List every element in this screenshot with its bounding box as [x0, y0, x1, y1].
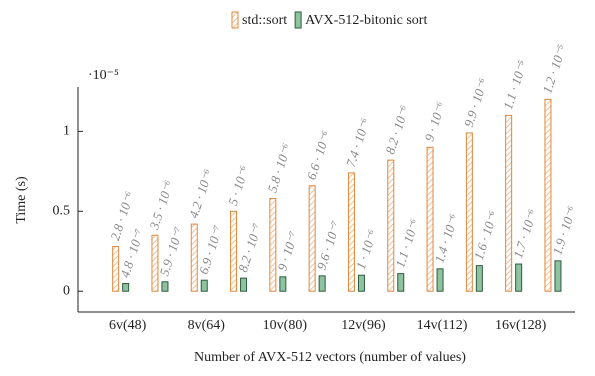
value-label: 8.2 · 10⁻⁷ — [235, 221, 265, 274]
x-tick-label: 6v(48) — [109, 318, 147, 333]
y-tick-label: 0.5 — [53, 204, 71, 219]
value-label: 5.9 · 10⁻⁷ — [156, 225, 186, 278]
legend-label: AVX-512-bitonic sort — [305, 13, 427, 28]
bar — [397, 273, 405, 292]
value-label: 6.6 · 10⁻⁶ — [304, 129, 334, 182]
value-label: 5.8 · 10⁻⁶ — [264, 141, 294, 194]
bar — [308, 185, 316, 292]
y-tick-label: 0 — [63, 283, 70, 298]
bar — [426, 146, 434, 292]
bar — [190, 223, 198, 292]
bar — [161, 281, 169, 292]
y-multiplier: ·10⁻⁵ — [88, 68, 119, 83]
x-axis-label: Number of AVX-512 vectors (number of val… — [194, 350, 466, 365]
bar — [269, 198, 277, 292]
value-label: 1.2 · 10⁻⁵ — [539, 42, 569, 95]
y-axis-label: Time (s) — [14, 176, 29, 224]
bar — [554, 260, 562, 292]
value-label: 6.9 · 10⁻⁷ — [196, 223, 226, 276]
value-label: 1.9 · 10⁻⁶ — [549, 204, 579, 257]
value-label: 9 · 10⁻⁶ — [421, 99, 448, 143]
value-label: 1.6 · 10⁻⁶ — [471, 208, 501, 261]
value-label: 7.4 · 10⁻⁶ — [343, 116, 373, 169]
bar — [279, 276, 287, 292]
value-label: 9.9 · 10⁻⁶ — [461, 76, 491, 129]
bar — [515, 263, 523, 292]
bar — [505, 114, 513, 292]
bar — [122, 283, 130, 292]
x-tick-label: 12v(96) — [341, 318, 386, 333]
bar — [347, 172, 355, 292]
x-tick-label: 16v(128) — [495, 318, 547, 333]
bar — [230, 210, 238, 292]
value-label: 1.4 · 10⁻⁶ — [431, 212, 461, 265]
bar — [318, 275, 326, 292]
value-label: 9 · 10⁻⁷ — [274, 229, 301, 273]
x-tick-label: 10v(80) — [263, 318, 308, 333]
legend-swatch — [294, 11, 302, 29]
value-label: 4.2 · 10⁻⁶ — [186, 167, 216, 220]
bar — [387, 159, 395, 292]
legend-swatch — [231, 11, 239, 29]
bar — [200, 279, 208, 292]
legend-label: std::sort — [242, 13, 287, 28]
value-label: 5 · 10⁻⁶ — [225, 163, 252, 207]
bar — [465, 132, 473, 292]
bar — [475, 265, 483, 292]
x-tick-label: 8v(64) — [188, 318, 226, 333]
bar — [240, 277, 248, 292]
y-tick-label: 1 — [63, 124, 70, 139]
value-label: 1.7 · 10⁻⁶ — [510, 207, 540, 260]
bar — [544, 98, 552, 292]
value-label: 1.1 · 10⁻⁶ — [392, 216, 422, 269]
value-label: 1.1 · 10⁻⁵ — [500, 58, 530, 111]
value-label: 8.2 · 10⁻⁶ — [382, 103, 412, 156]
bar — [357, 274, 365, 292]
bar — [112, 245, 120, 292]
x-tick-label: 14v(112) — [417, 318, 468, 333]
value-label: 9.6 · 10⁻⁷ — [314, 219, 344, 272]
value-label: 3.5 · 10⁻⁶ — [146, 178, 176, 232]
bar — [151, 234, 159, 292]
bar — [436, 268, 444, 292]
value-label: 1 · 10⁻⁶ — [353, 227, 380, 271]
